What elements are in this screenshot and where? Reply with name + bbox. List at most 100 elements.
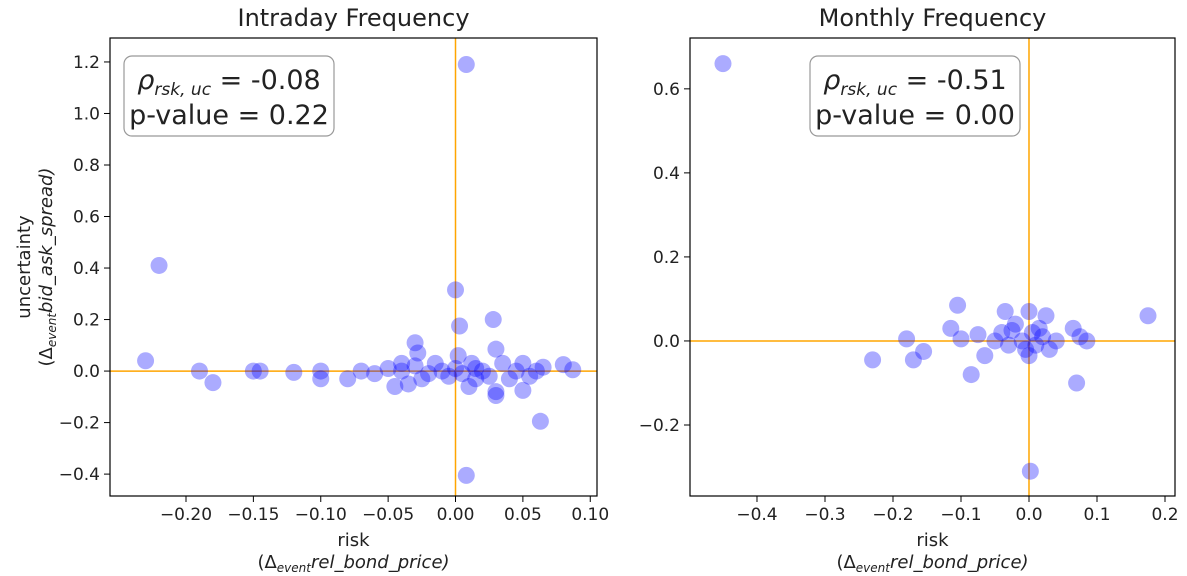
point bbox=[1006, 315, 1024, 333]
label-part: rel_bond_price) bbox=[311, 552, 450, 572]
annotation-symbol: ρ bbox=[137, 65, 154, 96]
x-tick-label: 0.05 bbox=[504, 505, 542, 525]
subplot: Intraday Frequency −0.20 −0.15 −0.10 −0.05 0.… bbox=[14, 4, 609, 575]
point bbox=[393, 354, 411, 372]
x-tick-label: −0.10 bbox=[295, 505, 347, 525]
point bbox=[1020, 347, 1038, 365]
y-tick-label: 1.2 bbox=[73, 53, 100, 73]
point bbox=[150, 256, 168, 274]
point bbox=[453, 365, 471, 383]
point bbox=[1040, 340, 1058, 358]
y-tick-label: 0.2 bbox=[653, 248, 680, 268]
axis-label-line2: (Δeventbid_ask_spread) bbox=[36, 168, 59, 367]
annotation-line2: p-value = 0.22 bbox=[129, 100, 329, 131]
point bbox=[352, 362, 370, 380]
axis-label-line1: risk bbox=[337, 530, 370, 551]
point bbox=[564, 361, 582, 379]
y-tick-label: 0.4 bbox=[653, 164, 680, 184]
point bbox=[204, 374, 222, 392]
point bbox=[514, 381, 532, 399]
annotation-line1: ρrsk, uc = -0.51 bbox=[823, 65, 1006, 100]
annotation-stat: = -0.51 bbox=[897, 65, 1007, 96]
point bbox=[714, 55, 732, 73]
y-tick-label: 1.0 bbox=[73, 104, 100, 124]
point bbox=[1071, 328, 1089, 346]
label-part: rel_bond_price) bbox=[890, 552, 1029, 572]
x-tick-label: −0.15 bbox=[227, 505, 279, 525]
point bbox=[1139, 307, 1157, 325]
point bbox=[1003, 321, 1021, 339]
annotation-line2: p-value = 0.00 bbox=[815, 100, 1015, 131]
point bbox=[962, 366, 980, 384]
x-tick-label: −0.05 bbox=[362, 505, 414, 525]
x-tick-label: 0.1 bbox=[1083, 505, 1110, 525]
point bbox=[460, 378, 478, 396]
point bbox=[898, 330, 916, 348]
point bbox=[514, 354, 532, 372]
label-subscript: event bbox=[45, 312, 59, 347]
point bbox=[976, 347, 994, 365]
point bbox=[507, 362, 525, 380]
x-tick-label: 0.0 bbox=[1015, 505, 1042, 525]
point bbox=[1030, 319, 1048, 337]
point bbox=[386, 378, 404, 396]
y-tick-label: 0.4 bbox=[73, 259, 100, 279]
point bbox=[251, 362, 269, 380]
point bbox=[366, 365, 384, 383]
point bbox=[487, 340, 505, 358]
point bbox=[986, 332, 1004, 350]
point bbox=[487, 383, 505, 401]
point bbox=[864, 351, 882, 369]
x-tick-label: −0.2 bbox=[872, 505, 913, 525]
point bbox=[1037, 307, 1055, 325]
y-tick-label: 0.0 bbox=[653, 332, 680, 352]
point bbox=[467, 370, 485, 388]
y-tick-label: −0.4 bbox=[59, 465, 100, 485]
annotation-subscript: rsk, uc bbox=[840, 80, 897, 100]
point bbox=[969, 326, 987, 344]
y-tick-label: −0.2 bbox=[59, 414, 100, 434]
point bbox=[1078, 332, 1096, 350]
point bbox=[409, 344, 427, 362]
point bbox=[379, 359, 397, 377]
point bbox=[1068, 374, 1086, 392]
axis-label: risk(Δeventrel_bond_price) bbox=[257, 530, 449, 575]
point bbox=[426, 354, 444, 372]
subplot-title: Intraday Frequency bbox=[237, 4, 469, 32]
label-part: (Δ bbox=[36, 346, 57, 366]
axis-label-line1: uncertainty bbox=[14, 215, 35, 319]
label-subscript: event bbox=[856, 561, 891, 572]
point bbox=[1020, 303, 1038, 321]
point bbox=[473, 362, 491, 380]
y-tick-label: 0.6 bbox=[653, 80, 680, 100]
point bbox=[1023, 324, 1041, 342]
point bbox=[244, 362, 262, 380]
point bbox=[449, 347, 467, 365]
point bbox=[413, 370, 431, 388]
point bbox=[527, 362, 545, 380]
point bbox=[531, 412, 549, 430]
point bbox=[1047, 332, 1065, 350]
point bbox=[457, 56, 475, 74]
annotation-box bbox=[809, 55, 1021, 137]
point bbox=[484, 311, 502, 329]
subplot-title: Monthly Frequency bbox=[819, 4, 1047, 32]
annotation-subscript: rsk, uc bbox=[154, 80, 211, 100]
axis-label: risk(Δeventrel_bond_price) bbox=[836, 530, 1029, 575]
x-tick-label: −0.4 bbox=[736, 505, 777, 525]
point bbox=[487, 387, 505, 405]
y-tick-label: 0.6 bbox=[73, 208, 100, 228]
x-tick-label: −0.20 bbox=[160, 505, 212, 525]
point bbox=[494, 354, 512, 372]
point bbox=[447, 359, 465, 377]
annotation-stat: = -0.08 bbox=[211, 65, 321, 96]
point bbox=[393, 362, 411, 380]
axis-label-line2: (Δeventrel_bond_price) bbox=[257, 552, 449, 572]
point bbox=[1021, 462, 1039, 480]
point bbox=[285, 363, 303, 381]
label-part: bid_ask_spread) bbox=[36, 168, 57, 313]
point bbox=[1027, 336, 1045, 354]
point bbox=[993, 324, 1011, 342]
point bbox=[190, 362, 208, 380]
point bbox=[406, 334, 424, 352]
